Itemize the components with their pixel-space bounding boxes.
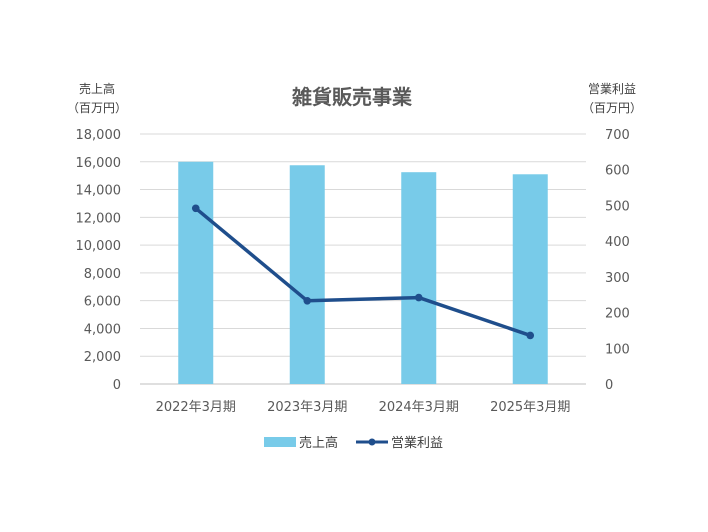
point-operating-profit <box>526 331 535 340</box>
right-tick-label: 300 <box>605 271 630 286</box>
right-tick-label: 500 <box>605 199 630 214</box>
left-axis-title-line1: 売上高 <box>79 81 115 96</box>
legend-label-sales: 売上高 <box>299 435 338 451</box>
legend-label-profit: 営業利益 <box>391 435 443 451</box>
right-tick-label: 0 <box>605 378 613 393</box>
bar-sales <box>512 174 548 384</box>
right-tick-label: 400 <box>605 235 630 250</box>
left-tick-label: 12,000 <box>76 211 122 226</box>
bar-series-sales <box>178 161 548 384</box>
left-tick-label: 10,000 <box>76 239 122 254</box>
category-label: 2024年3月期 <box>379 400 459 415</box>
point-operating-profit <box>191 204 200 213</box>
right-axis-title-line2: （百万円） <box>582 101 642 115</box>
line-series-operating-profit <box>191 204 535 340</box>
legend-swatch-profit-marker <box>368 438 376 446</box>
right-tick-label: 700 <box>605 128 630 143</box>
bar-sales <box>178 161 214 384</box>
point-operating-profit <box>414 293 423 302</box>
gridlines <box>140 133 586 385</box>
point-operating-profit <box>303 296 312 305</box>
left-tick-label: 16,000 <box>76 156 122 171</box>
legend-swatch-sales <box>264 437 296 447</box>
bar-sales <box>401 172 437 384</box>
left-axis-ticks: 0 2,000 4,000 6,000 8,000 10,000 12,000 14,000 1… <box>76 128 122 393</box>
right-axis-title-line1: 営業利益 <box>588 82 636 96</box>
line-operating-profit <box>194 206 531 338</box>
chart-title: 雑貨販売事業 <box>291 85 413 109</box>
category-label: 2023年3月期 <box>267 400 347 415</box>
left-tick-label: 4,000 <box>84 322 121 337</box>
left-axis-title-line2: （百万円） <box>67 101 127 115</box>
right-axis-ticks: 0 100 200 300 400 500 600 700 <box>605 128 630 393</box>
left-tick-label: 6,000 <box>84 295 121 310</box>
category-label: 2025年3月期 <box>490 400 570 415</box>
category-axis-ticks: 2022年3月期 2023年3月期 2024年3月期 2025年3月期 <box>156 400 571 415</box>
left-tick-label: 8,000 <box>84 267 121 282</box>
left-tick-label: 14,000 <box>76 184 122 199</box>
bar-sales <box>289 165 325 384</box>
left-tick-label: 18,000 <box>76 128 122 143</box>
right-tick-label: 100 <box>605 342 630 357</box>
right-tick-label: 600 <box>605 164 630 179</box>
right-tick-label: 200 <box>605 307 630 322</box>
left-tick-label: 0 <box>113 378 121 393</box>
left-tick-label: 2,000 <box>84 350 121 365</box>
legend: 売上高 営業利益 <box>264 435 443 451</box>
category-label: 2022年3月期 <box>156 400 236 415</box>
